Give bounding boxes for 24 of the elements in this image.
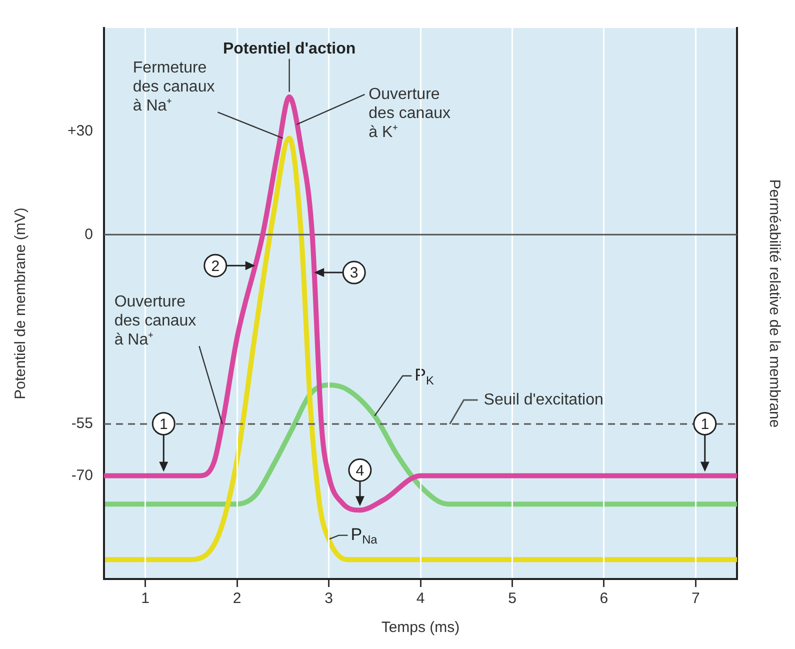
annotation: 4 — [356, 462, 364, 480]
x-tick-label: 2 — [232, 590, 242, 608]
ref-line-label: Seuil d'excitation — [484, 391, 604, 408]
y-axis-title: Perméabilité relative de la membrane — [766, 179, 783, 428]
y-axis-title: Potentiel de membrane (mV) — [12, 208, 30, 400]
annotation: Ouverture des canaux à K⁺ — [368, 86, 450, 141]
annotation: 1 — [700, 416, 710, 433]
y-tick-label: 0 — [84, 226, 93, 243]
annotation: Ouverture des canaux à Na⁺ — [114, 293, 196, 348]
x-tick-label: 5 — [508, 590, 516, 608]
x-axis-title: Temps (ms) — [381, 619, 460, 636]
x-tick-label: 3 — [324, 590, 333, 608]
x-tick-label: 1 — [141, 590, 150, 608]
y-tick-label: -70 — [71, 466, 93, 484]
annotation: 1 — [159, 416, 168, 433]
annotation: Fermeture des canaux à Na⁺ — [132, 60, 215, 115]
x-tick-label: 6 — [600, 590, 608, 608]
y-tick-label: -55 — [71, 415, 93, 432]
annotation: 3 — [350, 264, 358, 282]
annotation: 2 — [211, 258, 220, 275]
x-tick-label: 7 — [692, 590, 700, 608]
text: Potentiel d'action — [222, 40, 356, 58]
y-tick-label: +30 — [68, 122, 93, 140]
x-tick-label: 4 — [416, 590, 425, 608]
